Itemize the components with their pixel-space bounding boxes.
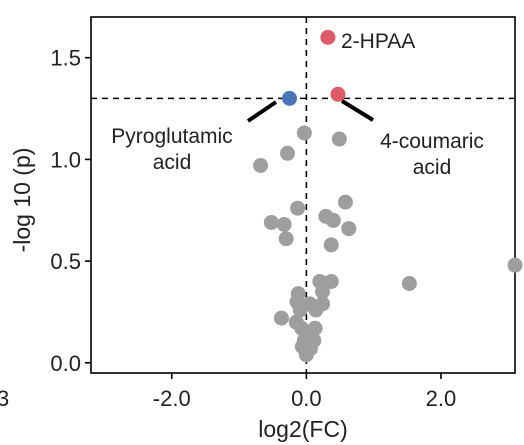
data-point bbox=[298, 347, 314, 363]
edge-tick-label: 3 bbox=[0, 386, 9, 411]
data-point bbox=[278, 231, 294, 247]
annotation-labels: 2-HPAA Pyroglutamic acid 4-coumaric acid bbox=[111, 30, 484, 179]
annotation-label: 4-coumaric bbox=[380, 130, 484, 153]
data-point bbox=[253, 158, 269, 174]
data-point bbox=[323, 237, 339, 253]
y-axis-label: -log 10 (p) bbox=[9, 148, 35, 253]
data-point bbox=[341, 221, 357, 237]
data-point-red bbox=[320, 29, 336, 45]
x-axis-label: log2(FC) bbox=[258, 416, 347, 442]
y-tick-label: 0.5 bbox=[50, 249, 81, 274]
annotation-leader-line bbox=[340, 99, 375, 122]
data-point bbox=[296, 125, 312, 141]
plot-frame bbox=[90, 16, 516, 374]
data-point bbox=[290, 200, 306, 216]
data-point-blue bbox=[282, 90, 298, 106]
data-points bbox=[253, 29, 523, 363]
data-point bbox=[323, 273, 339, 289]
annotation-label: Pyroglutamic bbox=[111, 125, 232, 148]
data-point bbox=[331, 131, 347, 147]
x-tick-label: -2.0 bbox=[153, 386, 191, 411]
data-point bbox=[325, 212, 341, 228]
data-point bbox=[337, 194, 353, 210]
data-point bbox=[276, 216, 292, 232]
annotation-label: acid bbox=[153, 151, 192, 174]
data-point bbox=[315, 284, 331, 300]
data-point bbox=[273, 310, 289, 326]
threshold-guides bbox=[91, 17, 515, 373]
data-point bbox=[401, 275, 417, 291]
y-tick-label: 1.0 bbox=[50, 147, 81, 172]
data-point bbox=[292, 302, 308, 318]
annotation-leader-line bbox=[246, 100, 278, 123]
data-point bbox=[507, 257, 523, 273]
x-tick-label: 2.0 bbox=[426, 386, 457, 411]
y-tick-label: 1.5 bbox=[50, 46, 81, 71]
annotation-leaders bbox=[246, 99, 375, 123]
y-axis-ticks: 0.0 0.5 1.0 1.5 bbox=[50, 46, 91, 376]
data-point bbox=[280, 145, 296, 161]
x-axis-ticks: -2.0 0.0 2.0 bbox=[153, 373, 456, 411]
x-tick-label: 0.0 bbox=[291, 386, 322, 411]
data-point-red bbox=[330, 86, 346, 102]
annotation-label: 2-HPAA bbox=[341, 30, 415, 53]
y-tick-label: 0.0 bbox=[50, 351, 81, 376]
annotation-label: acid bbox=[413, 156, 452, 179]
data-point bbox=[308, 302, 324, 318]
data-point bbox=[263, 214, 279, 230]
